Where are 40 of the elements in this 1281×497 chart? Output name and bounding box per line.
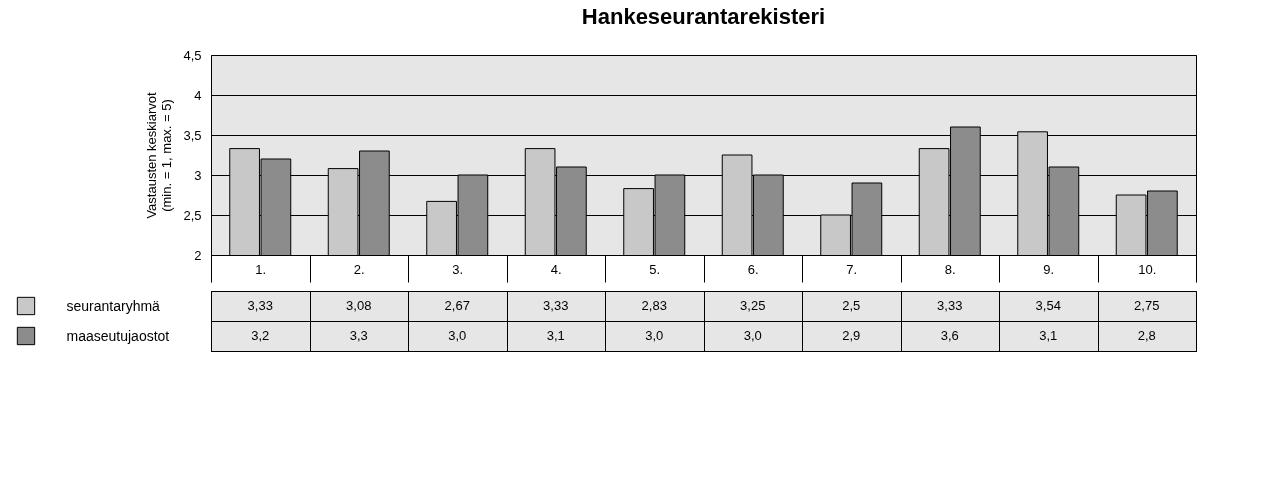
x-tick-label: 9. [1043,261,1055,277]
data-label: 3,54 [1035,298,1061,313]
x-tick-label: 6. [747,261,759,277]
data-label: 3,33 [937,298,963,313]
data-label: 3,33 [543,298,569,313]
x-tick-label: 7. [846,261,858,277]
x-tick-label: 1. [255,261,267,277]
data-label: 3,0 [645,328,664,343]
y-tick-label: 2 [194,247,202,263]
data-label: 3,08 [346,298,372,313]
data-label: 3,0 [743,328,762,343]
data-label: 3,6 [940,328,959,343]
chart-title: Hankeseurantarekisteri [581,4,826,29]
y-tick-label: 3,5 [183,127,202,143]
data-label: 3,2 [251,328,270,343]
x-tick-label: 8. [944,261,956,277]
data-label: 2,67 [444,298,470,313]
data-label: 2,83 [641,298,667,313]
y-tick-label: 4,5 [183,47,202,63]
legend-label: seurantaryhmä [66,297,161,314]
data-label: 2,5 [842,298,861,313]
data-label: 2,75 [1134,298,1160,313]
x-tick-label: 5. [649,261,661,277]
x-tick-label: 3. [452,261,464,277]
data-label: 3,0 [448,328,467,343]
data-label: 3,3 [349,328,368,343]
y-tick-label: 3 [194,167,202,183]
y-axis-title: Vastausten keskiarvot (min. = 1, max. = 5) [143,92,174,219]
x-tick-label: 10. [1138,261,1157,277]
data-label: 2,8 [1137,328,1156,343]
data-label: 3,25 [740,298,766,313]
data-label: 3,33 [247,298,273,313]
y-tick-label: 2,5 [183,207,202,223]
y-tick-label: 4 [194,87,202,103]
data-label: 3,1 [546,328,565,343]
data-label: 2,9 [842,328,861,343]
x-tick-label: 2. [353,261,365,277]
x-tick-label: 4. [550,261,562,277]
legend-label: maaseutujaostot [66,327,170,344]
data-label: 3,1 [1039,328,1058,343]
